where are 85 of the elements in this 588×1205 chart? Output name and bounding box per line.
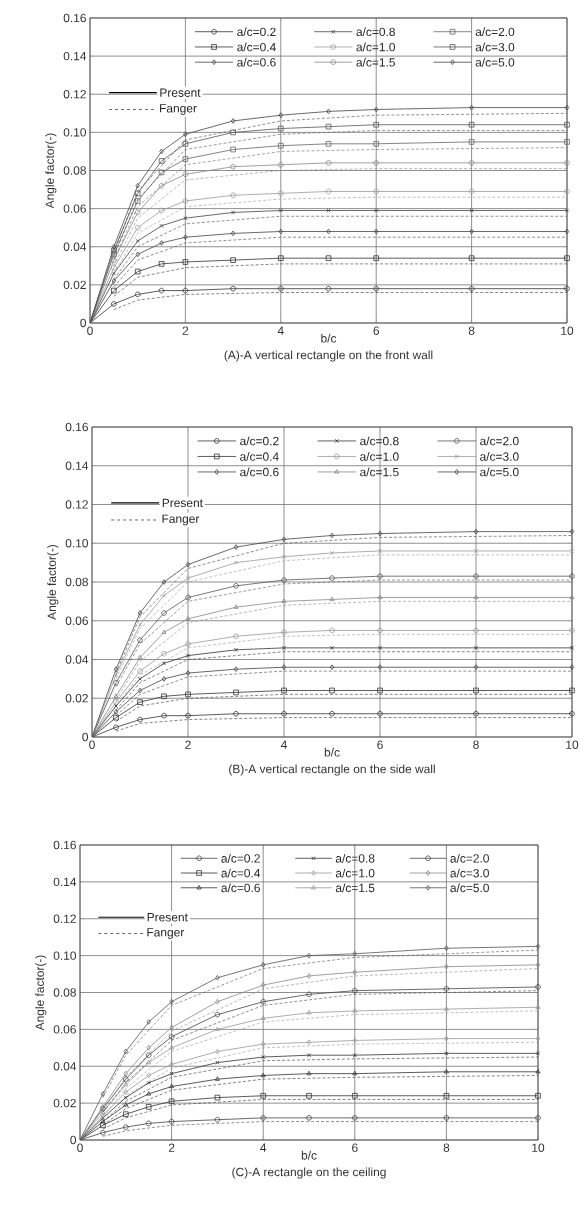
legend-label: a/c=0.2 xyxy=(237,27,276,37)
annotation: Present xyxy=(147,913,188,922)
annotation: Fanger xyxy=(162,514,200,526)
y-tick-label: 0.06 xyxy=(63,204,86,213)
legend-label: a/c=0.6 xyxy=(237,57,276,67)
x-axis-title: b/c xyxy=(321,333,337,343)
x-tick-label: 10 xyxy=(561,326,574,335)
legend-label: a/c=3.0 xyxy=(475,42,515,52)
legend-label: a/c=0.2 xyxy=(221,853,260,863)
legend-label: a/c=1.0 xyxy=(360,452,399,461)
text: (A)-A vertical rectangle on the front wall xyxy=(224,350,433,362)
legend-label: a/c=5.0 xyxy=(450,883,489,893)
text: (B)-A vertical rectangle on the side wall xyxy=(229,764,435,776)
x-tick-label: 10 xyxy=(566,740,579,749)
y-tick-label: 0.14 xyxy=(63,51,87,61)
legend-label: a/c=3.0 xyxy=(450,868,489,878)
y-tick-label: 0.12 xyxy=(53,914,76,923)
legend-label: a/c=0.6 xyxy=(240,467,279,477)
y-tick-label: 0.04 xyxy=(53,1062,77,1071)
y-tick-label: 0.16 xyxy=(65,422,88,432)
y-axis-title: Angle factor(-) xyxy=(35,955,47,1031)
x-tick-label: 6 xyxy=(352,1143,358,1152)
annotation: Fanger xyxy=(147,928,185,939)
x-tick-label: 4 xyxy=(260,1143,267,1152)
y-tick-label: 0.14 xyxy=(53,877,77,887)
x-tick-label: 6 xyxy=(373,326,380,335)
annotation: Fanger xyxy=(160,104,197,115)
x-tick-label: 8 xyxy=(468,326,475,335)
legend-label: a/c=0.8 xyxy=(335,853,375,863)
x-tick-label: 8 xyxy=(443,1143,450,1152)
text: (C)-A rectangle on the ceiling xyxy=(232,1167,386,1179)
y-tick-label: 0.06 xyxy=(53,1025,76,1034)
y-tick-label: 0.10 xyxy=(63,128,87,137)
x-tick-label: 0 xyxy=(89,740,95,749)
x-tick-label: 2 xyxy=(185,740,191,749)
legend-label: a/c=0.4 xyxy=(237,42,276,52)
legend-label: a/c=2.0 xyxy=(475,27,515,37)
x-tick-label: 8 xyxy=(473,740,479,749)
legend-label: a/c=1.0 xyxy=(335,868,375,878)
legend-label: a/c=0.8 xyxy=(360,436,399,446)
legend-label: a/c=1.5 xyxy=(360,467,399,477)
y-tick-label: 0.08 xyxy=(63,166,86,175)
legend-label: a/c=0.2 xyxy=(240,436,279,446)
y-tick-label: 0.10 xyxy=(65,539,89,548)
x-tick-label: 4 xyxy=(277,326,284,335)
legend-label: a/c=0.6 xyxy=(221,883,260,893)
x-axis-title: b/c xyxy=(301,1150,317,1160)
x-tick-label: 2 xyxy=(168,1143,175,1152)
y-tick-label: 0.08 xyxy=(65,577,88,587)
x-tick-label: 2 xyxy=(182,326,189,335)
y-tick-label: 0.14 xyxy=(65,461,89,470)
y-tick-label: 0.16 xyxy=(53,840,76,850)
annotation: Present xyxy=(160,88,201,97)
y-tick-label: 0 xyxy=(80,318,87,328)
x-tick-label: 10 xyxy=(532,1143,545,1152)
y-tick-label: 0.12 xyxy=(65,500,88,509)
y-tick-label: 0.02 xyxy=(63,280,86,290)
x-axis-title: b/c xyxy=(324,747,340,757)
y-tick-label: 0.04 xyxy=(63,242,87,251)
y-tick-label: 0.16 xyxy=(63,13,86,23)
legend-label: a/c=1.5 xyxy=(335,883,375,893)
y-tick-label: 0 xyxy=(70,1135,77,1145)
legend-label: a/c=0.4 xyxy=(221,868,261,878)
y-tick-label: 0.10 xyxy=(53,951,77,960)
y-tick-label: 0.12 xyxy=(63,90,86,99)
legend-label: a/c=5.0 xyxy=(475,57,515,67)
y-axis-title: Angle factor(-) xyxy=(47,544,59,620)
y-tick-label: 0.08 xyxy=(53,988,76,997)
y-tick-label: 0.02 xyxy=(53,1098,76,1108)
legend-label: a/c=5.0 xyxy=(480,467,519,477)
legend-label: a/c=0.8 xyxy=(356,27,395,37)
legend-label: a/c=1.0 xyxy=(356,42,396,52)
y-tick-label: 0.04 xyxy=(65,655,89,664)
legend-label: a/c=2.0 xyxy=(480,436,519,446)
y-tick-label: 0.02 xyxy=(65,694,88,703)
annotation: Present xyxy=(162,498,203,508)
legend-label: a/c=2.0 xyxy=(450,853,489,863)
legend-label: a/c=1.5 xyxy=(356,57,395,67)
y-axis-title: Angle factor(-) xyxy=(45,133,57,209)
legend-label: a/c=3.0 xyxy=(480,452,519,461)
y-tick-label: 0 xyxy=(82,732,89,742)
y-tick-label: 0.06 xyxy=(65,616,88,625)
x-tick-label: 6 xyxy=(377,740,383,749)
legend-label: a/c=0.4 xyxy=(240,452,279,461)
x-tick-label: 4 xyxy=(280,740,287,749)
